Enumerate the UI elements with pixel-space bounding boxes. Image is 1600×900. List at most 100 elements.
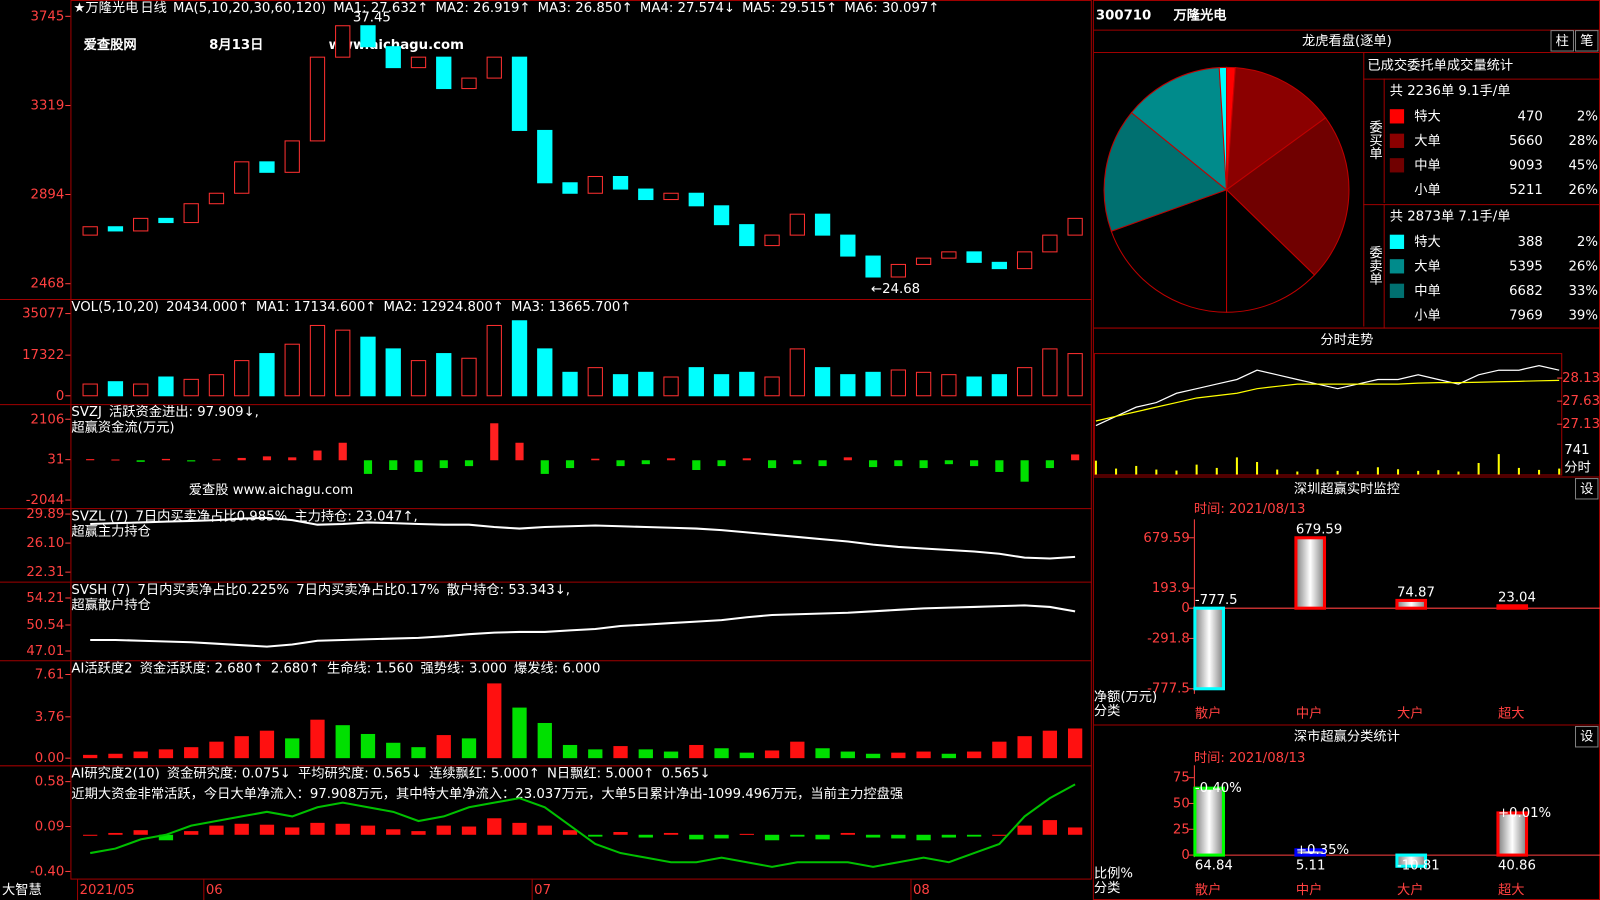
- row-volume: 6682: [1509, 284, 1543, 299]
- value-label: 74.87: [1397, 585, 1435, 600]
- volume-bar: [259, 353, 275, 397]
- vol-tick-label: 741: [1564, 443, 1589, 458]
- flow-bar: [717, 460, 726, 467]
- category-label: 超大: [1498, 705, 1525, 721]
- activity-bar: [386, 742, 401, 759]
- activity-bar: [941, 753, 956, 759]
- activity-bar: [840, 751, 855, 759]
- row-name: 大单: [1414, 258, 1441, 274]
- flow-bar: [161, 458, 171, 461]
- row-percent: 28%: [1569, 134, 1598, 149]
- activity-bar: [310, 719, 325, 759]
- research-bar: [285, 827, 300, 835]
- flow-bar: [692, 460, 701, 471]
- legend-item: 0.565↓: [662, 766, 711, 781]
- volume-bar: [1016, 367, 1033, 397]
- price-line: [1095, 364, 1560, 427]
- button-label[interactable]: 设: [1580, 729, 1593, 745]
- watermark: 8月13日: [209, 37, 263, 53]
- legend-item: 7日内买卖净占比0.985%: [135, 508, 287, 524]
- button[interactable]: [1575, 30, 1599, 52]
- candle: [840, 234, 856, 257]
- legend-item: MA1: 27.632↑: [333, 1, 428, 16]
- legend-item: 20434.000↑: [166, 300, 249, 315]
- volume-bar: [587, 367, 603, 397]
- y-tick-label: -0.40: [30, 864, 64, 879]
- volume-bar: [436, 353, 452, 397]
- candle: [436, 56, 452, 90]
- flow-bar: [262, 456, 272, 461]
- pie-slice: [1103, 111, 1228, 232]
- activity-bar: [360, 733, 376, 759]
- flow-bar: [995, 460, 1004, 472]
- legend-swatch: [1389, 109, 1405, 124]
- pie-slice: [1225, 117, 1350, 276]
- side-frame: [1092, 0, 1600, 900]
- row-name: 中单: [1414, 157, 1441, 173]
- side-label: 委卖单: [1366, 245, 1382, 286]
- volume-bar: [562, 371, 578, 397]
- button[interactable]: [1550, 30, 1574, 52]
- candle: [309, 56, 326, 142]
- class-bar: [1496, 604, 1529, 610]
- research-bar: [689, 834, 704, 840]
- activity-bar: [184, 747, 199, 759]
- high-label: 37.45: [353, 11, 391, 26]
- y-tick-label: 47.01: [26, 644, 64, 659]
- candle: [562, 182, 578, 194]
- research-bar: [916, 834, 931, 841]
- activity-bar: [689, 744, 704, 759]
- activity-bar: [436, 735, 451, 759]
- flow-bar: [565, 460, 575, 469]
- activity-bar: [891, 752, 906, 759]
- flow-bar: [742, 458, 751, 461]
- low-label: ←24.68: [871, 282, 920, 297]
- research-bar: [840, 832, 855, 835]
- holding-line: [90, 604, 1076, 648]
- candle: [82, 226, 98, 236]
- y-tick-label: 50: [1173, 796, 1190, 811]
- pie-slice: [1218, 66, 1228, 190]
- row-name: 特大: [1414, 108, 1441, 124]
- button-label[interactable]: 笔: [1580, 33, 1593, 49]
- button-label[interactable]: 柱: [1556, 33, 1569, 49]
- candle: [1016, 251, 1033, 270]
- y-tick-label: 31: [47, 453, 64, 468]
- pie-slice: [1225, 67, 1327, 191]
- candle: [966, 251, 982, 263]
- flow-bar: [414, 460, 423, 472]
- subtitle: 超赢主力持仓: [71, 523, 151, 540]
- research-bar: [941, 834, 956, 838]
- y-tick-label: 0: [56, 389, 64, 404]
- research-bar: [259, 824, 275, 835]
- row-percent: 26%: [1569, 259, 1598, 274]
- research-bar: [739, 833, 754, 835]
- stock-title: 万隆光电: [1172, 6, 1227, 23]
- class-bar: [1496, 811, 1529, 857]
- activity-bar: [865, 753, 881, 759]
- panel-title: 深市超赢分类统计: [1294, 728, 1400, 745]
- research-bar: [1042, 820, 1058, 835]
- activity-bar: [966, 751, 982, 759]
- value-label: -777.5: [1195, 593, 1238, 608]
- y-tick-label: 22.31: [26, 565, 64, 580]
- button[interactable]: [1575, 726, 1599, 748]
- legend-swatch: [1389, 234, 1405, 249]
- research-bar: [487, 818, 502, 835]
- button-label[interactable]: 设: [1580, 481, 1593, 497]
- table-heading: 已成交委托单成交量统计: [1367, 56, 1513, 73]
- flow-bar: [313, 450, 322, 461]
- change-label: -0.40%: [1195, 781, 1242, 796]
- activity-bar: [714, 748, 729, 759]
- activity-bar: [790, 741, 805, 759]
- flow-bar: [970, 460, 979, 467]
- row-percent: 26%: [1569, 183, 1598, 198]
- row-percent: 39%: [1569, 308, 1598, 323]
- volume-bar: [360, 336, 376, 397]
- date-label: 06: [206, 883, 223, 898]
- flow-bar: [818, 460, 827, 467]
- category-label: 散户: [1195, 881, 1222, 898]
- volume-bar: [688, 367, 704, 397]
- button[interactable]: [1575, 478, 1599, 500]
- candle: [537, 129, 553, 184]
